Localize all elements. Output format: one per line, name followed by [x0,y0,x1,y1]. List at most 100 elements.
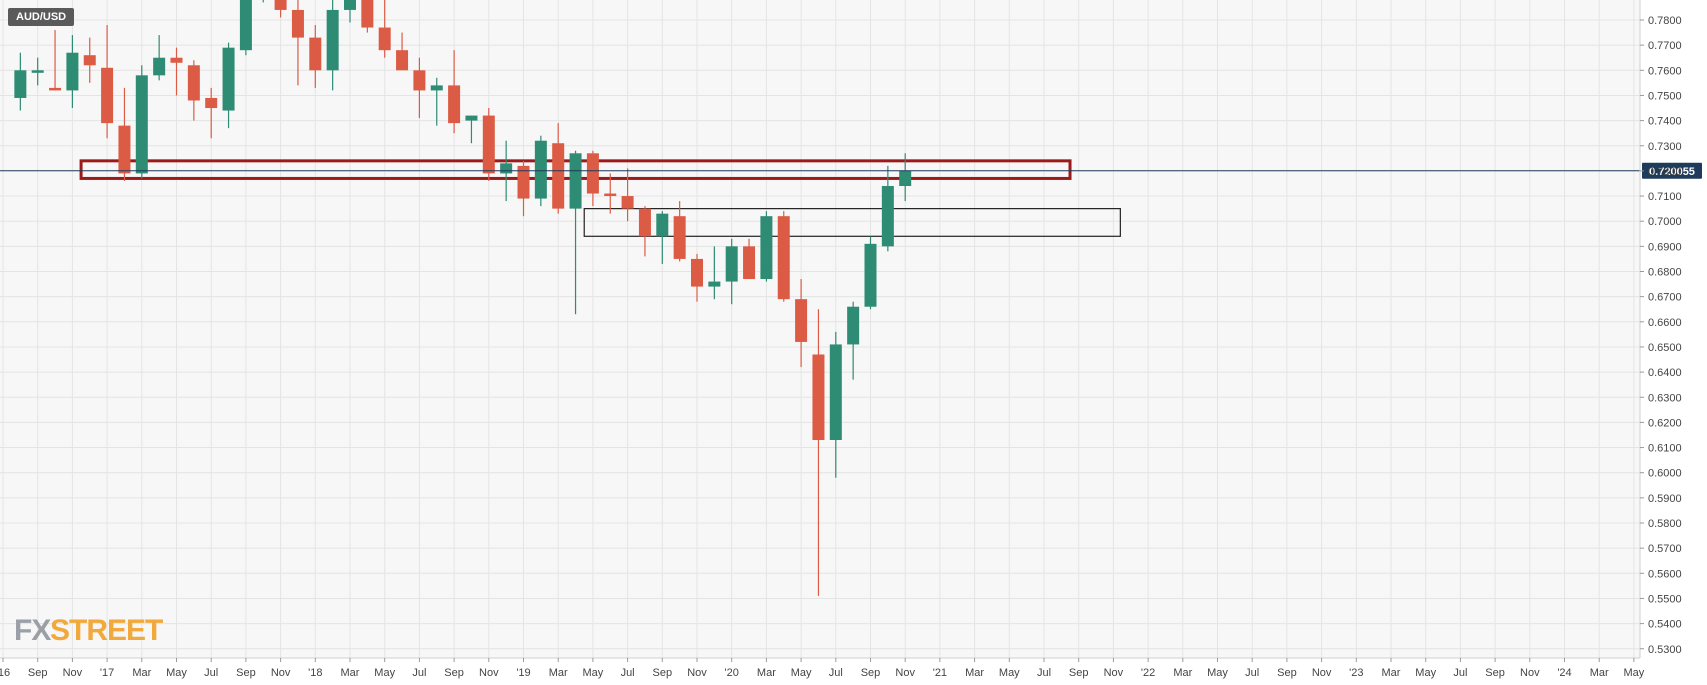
y-tick-label: 0.7800 [1648,15,1682,27]
candle-body [864,243,877,307]
y-tick-label: 0.5800 [1648,518,1682,530]
candle-body [448,85,461,124]
candle [326,0,339,91]
logo-part-street: STREET [50,614,163,647]
x-tick-label: Sep [1069,667,1089,679]
candle-body [586,153,599,194]
x-tick-label: '22 [1141,667,1155,679]
candle [465,115,478,144]
candle-body [344,0,356,10]
x-tick-label: Nov [479,667,499,679]
y-tick-label: 0.7000 [1648,216,1682,228]
candle-body [396,50,409,71]
candle [673,201,686,262]
x-tick-label: May [1624,667,1645,679]
x-tick-label: Sep [653,667,673,679]
x-tick-label: Mar [132,667,151,679]
candle [31,57,44,86]
candle-body [101,67,114,124]
candle-body [274,0,287,10]
x-tick-label: Jul [829,667,843,679]
x-tick-label: Mar [341,667,360,679]
x-tick-label: Sep [1277,667,1297,679]
candle-body [118,125,131,174]
candle-body [760,216,773,280]
candle-body [829,344,842,441]
candle [760,211,773,282]
candle-body [430,85,443,91]
candle-body [14,70,27,98]
candle-body [638,208,651,237]
x-tick-label: Nov [63,667,83,679]
y-tick-label: 0.5900 [1648,493,1682,505]
x-tick-label: Mar [1590,667,1609,679]
y-tick-label: 0.5300 [1648,644,1682,656]
candle-body [708,281,721,287]
candle-body [222,47,235,111]
candle-body [49,87,62,91]
x-tick-label: Nov [895,667,915,679]
candle-body [795,299,808,342]
candle-body [378,27,391,51]
x-tick-label: Nov [1312,667,1332,679]
candle-body [66,52,79,91]
x-tick-label: Sep [1485,667,1505,679]
y-tick-label: 0.6800 [1648,267,1682,279]
logo-part-fx: FX [14,614,51,647]
candle-body [899,170,912,186]
candle [829,331,842,478]
candle-body [153,57,166,76]
x-tick-label: Jul [1453,667,1467,679]
candle-body [517,165,530,199]
candle [743,238,756,280]
candle [569,150,582,315]
y-tick-label: 0.5600 [1648,568,1682,580]
x-tick-label: Mar [1173,667,1192,679]
candle [378,0,391,58]
current-price-badge [1642,162,1702,179]
y-tick-label: 0.6300 [1648,392,1682,404]
candle-body [326,9,339,71]
y-tick-label: 0.6700 [1648,292,1682,304]
x-tick-label: Mar [549,667,568,679]
candle [899,153,912,202]
x-tick-label: Jul [204,667,218,679]
candle [309,25,322,88]
y-tick-label: 0.7400 [1648,116,1682,128]
candle-body [534,140,547,199]
x-tick-label: Nov [271,667,291,679]
candle [83,37,96,83]
candle-body [673,216,686,259]
candle-body [656,213,669,237]
candle [430,77,443,126]
current-price-line: 0.720055 [0,162,1702,179]
candle-body [309,37,322,71]
candle [847,301,860,380]
candle-body [205,97,218,109]
candle-body [31,70,44,73]
x-tick-label: May [166,667,187,679]
candle [691,253,703,302]
x-tick-label: '17 [100,667,114,679]
x-tick-label: '21 [933,667,947,679]
candle-body [465,115,478,121]
candle-body [725,246,738,282]
candle-body [777,216,790,300]
x-tick-label: '23 [1349,667,1363,679]
candle [187,60,200,121]
x-axis: '16 Sep Nov '17 Mar May Jul Sep Nov '18 Mar May Jul S… [0,657,1645,679]
x-tick-label: Mar [1382,667,1401,679]
candle-body [413,70,426,91]
x-tick-label: Jul [1037,667,1051,679]
candle-body [604,193,617,197]
y-tick-label: 0.6600 [1648,317,1682,329]
y-tick-label: 0.5700 [1648,543,1682,555]
candle-body [812,354,825,441]
candle-body [691,258,703,287]
candle-body [621,196,634,209]
x-tick-label: '16 [0,667,10,679]
candle [66,35,79,109]
candle [205,87,218,139]
